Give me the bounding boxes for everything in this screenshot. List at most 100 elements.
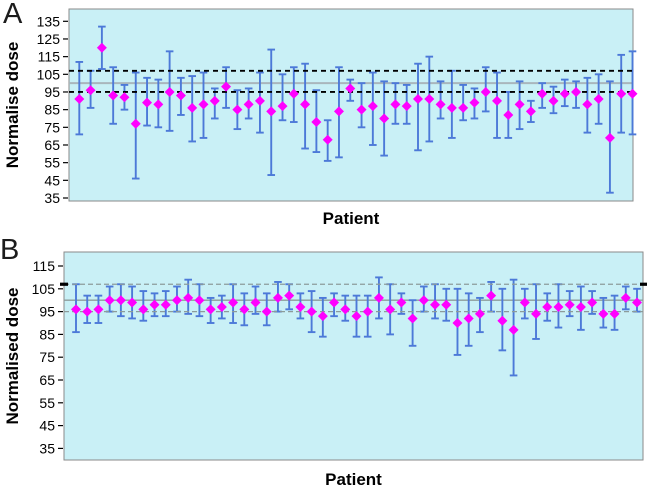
y-axis-tick-label: 125: [37, 31, 61, 47]
data-point-diamond: [396, 297, 407, 308]
y-axis-tick-label: 75: [44, 119, 60, 135]
data-point-diamond: [564, 299, 575, 310]
data-point-diamond: [598, 308, 609, 319]
data-point-diamond: [441, 299, 452, 310]
y-axis-tick-label: 75: [39, 349, 55, 365]
data-point-diamond: [356, 104, 367, 115]
data-point-diamond: [329, 297, 340, 308]
data-point-diamond: [295, 302, 306, 313]
data-point-diamond: [474, 308, 485, 319]
data-point-diamond: [367, 101, 378, 112]
data-point-diamond: [542, 302, 553, 313]
error-bar: [459, 83, 467, 122]
data-point-diamond: [250, 297, 261, 308]
data-point-diamond: [424, 94, 435, 105]
data-point-diamond: [300, 99, 311, 110]
data-point-diamond: [71, 304, 81, 315]
data-point-diamond: [616, 88, 627, 99]
data-point-diamond: [340, 304, 351, 315]
data-point-diamond: [119, 92, 130, 103]
data-point-diamond: [322, 134, 333, 145]
y-axis-tick-label: 95: [44, 84, 60, 100]
data-point-diamond: [198, 99, 209, 110]
error-bar: [278, 73, 287, 122]
data-point-diamond: [239, 304, 250, 315]
data-point-diamond: [480, 86, 491, 97]
data-point-diamond: [627, 88, 638, 99]
data-point-diamond: [430, 299, 441, 310]
data-point-diamond: [609, 308, 620, 319]
data-point-diamond: [413, 94, 423, 105]
y-axis-tick-label: 115: [38, 49, 61, 65]
data-point-diamond: [519, 297, 530, 308]
data-point-diamond: [333, 106, 344, 117]
data-point-diamond: [142, 97, 153, 108]
data-point-diamond: [553, 302, 564, 313]
data-point-diamond: [548, 95, 559, 106]
error-bar: [414, 62, 422, 152]
data-point-diamond: [508, 324, 519, 335]
data-point-diamond: [175, 90, 186, 101]
data-point-diamond: [183, 292, 194, 303]
data-point-diamond: [187, 102, 198, 113]
data-point-diamond: [138, 304, 149, 315]
data-point-diamond: [254, 95, 265, 106]
panel-a-letter: A: [3, 0, 23, 30]
data-point-diamond: [582, 99, 593, 110]
y-axis-tick-label: 105: [37, 66, 61, 82]
data-point-diamond: [127, 297, 138, 308]
plot-area: [63, 251, 644, 461]
y-axis-tick-label: 45: [39, 418, 55, 434]
y-axis-tick-label: 135: [37, 13, 61, 29]
plot-area: [68, 8, 634, 202]
data-point-diamond: [620, 292, 631, 303]
y-axis-tick-label: 85: [39, 326, 55, 342]
data-point-diamond: [351, 311, 362, 322]
data-point-diamond: [149, 299, 160, 310]
panel-a-x-axis-title: Patient: [322, 209, 380, 228]
data-point-diamond: [373, 292, 384, 303]
data-point-diamond: [497, 315, 508, 326]
data-point-diamond: [632, 297, 642, 308]
data-point-diamond: [537, 88, 548, 99]
data-point-diamond: [418, 295, 429, 306]
data-point-diamond: [160, 299, 171, 310]
y-axis-tick-label: 35: [39, 440, 55, 456]
y-axis-tick-label: 95: [39, 304, 55, 320]
data-point-diamond: [96, 42, 107, 53]
data-point-diamond: [306, 306, 317, 317]
data-point-diamond: [531, 308, 542, 319]
data-point-diamond: [469, 97, 480, 108]
data-point-diamond: [277, 101, 288, 112]
data-point-diamond: [587, 297, 598, 308]
panel-b-x-axis-title: Patient: [325, 470, 382, 489]
data-point-diamond: [221, 81, 232, 92]
data-point-diamond: [317, 311, 328, 322]
y-axis-tick-label: 65: [44, 137, 60, 153]
data-point-diamond: [458, 102, 469, 113]
data-point-diamond: [115, 295, 126, 306]
data-point-diamond: [194, 295, 205, 306]
y-axis-tick-label: 65: [39, 372, 55, 388]
data-point-diamond: [164, 86, 175, 97]
data-point-diamond: [571, 86, 582, 97]
panel-b-letter: B: [0, 234, 20, 266]
data-point-diamond: [228, 297, 239, 308]
data-point-diamond: [108, 90, 119, 101]
y-axis-tick-label: 55: [44, 155, 60, 171]
data-point-diamond: [288, 88, 299, 99]
data-point-diamond: [362, 306, 373, 317]
data-point-diamond: [525, 106, 536, 117]
data-point-diamond: [604, 132, 615, 143]
data-point-diamond: [85, 85, 96, 96]
data-point-diamond: [209, 95, 220, 106]
data-point-diamond: [390, 99, 401, 110]
data-point-diamond: [266, 106, 277, 117]
data-point-diamond: [232, 104, 243, 115]
data-point-diamond: [503, 109, 514, 120]
data-points: [74, 42, 638, 145]
y-axis-tick-label: 55: [39, 395, 55, 411]
data-point-diamond: [93, 304, 104, 315]
panel-b-plot: 115 105 95 85 75 65 55 45 35: [32, 251, 647, 461]
